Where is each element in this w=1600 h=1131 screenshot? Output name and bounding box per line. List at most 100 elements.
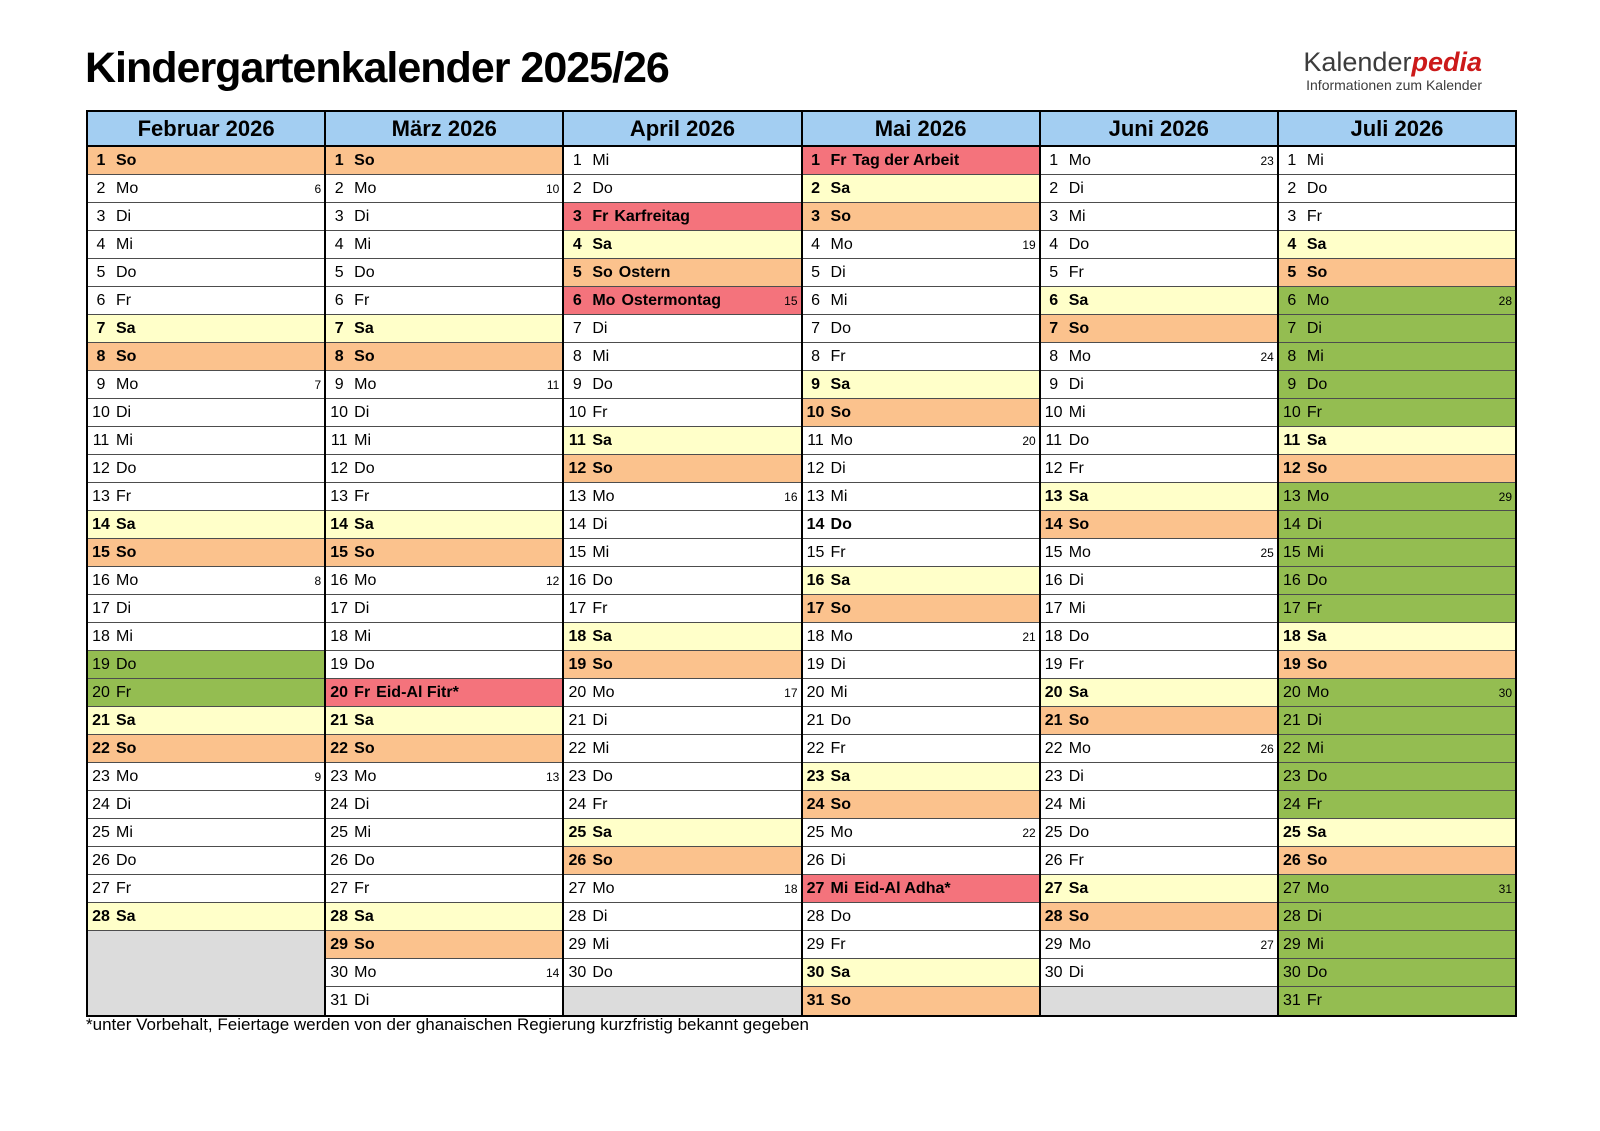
weekday-abbr: Fr bbox=[1306, 795, 1322, 813]
weekday-abbr: Di bbox=[830, 459, 846, 477]
day-cell-märz-25: 25 Mi bbox=[326, 819, 563, 847]
day-cell-mai-20: 20 Mi bbox=[802, 679, 1039, 707]
day-cell-februar-27: 27 Fr bbox=[88, 875, 325, 903]
weekday-abbr: Mi bbox=[830, 683, 848, 701]
day-number: 10 bbox=[330, 403, 349, 421]
day-cell-april-16: 16 Do bbox=[564, 567, 801, 595]
day-number: 22 bbox=[1282, 739, 1301, 757]
day-number: 7 bbox=[96, 319, 106, 337]
holiday-label: Karfreitag bbox=[614, 207, 690, 225]
weekday-abbr: Mi bbox=[1306, 151, 1324, 169]
day-cell-februar-8: 8 So bbox=[88, 343, 325, 371]
day-number: 17 bbox=[806, 599, 825, 617]
day-number: 28 bbox=[1044, 907, 1063, 925]
day-number: 4 bbox=[1049, 235, 1059, 253]
weekday-abbr: Do bbox=[1068, 431, 1090, 449]
day-cell-märz-8: 8 So bbox=[326, 343, 563, 371]
week-number: 14 bbox=[545, 965, 560, 980]
weekday-abbr: So bbox=[1068, 907, 1090, 925]
weekday-abbr: Mi bbox=[1068, 207, 1086, 225]
weekday-abbr: Di bbox=[354, 207, 370, 225]
day-number: 1 bbox=[1049, 151, 1059, 169]
weekday-abbr: Mo bbox=[116, 767, 139, 785]
weekday-abbr: Fr bbox=[592, 599, 608, 617]
weekday-abbr: Mi bbox=[830, 487, 848, 505]
week-number: 11 bbox=[546, 377, 560, 392]
weekday-abbr: Di bbox=[1068, 767, 1084, 785]
weekday-abbr: Fr bbox=[1306, 207, 1322, 225]
day-cell-juli-5: 5 So bbox=[1278, 259, 1516, 287]
day-number: 26 bbox=[330, 851, 349, 869]
holiday-footnote: *unter Vorbehalt, Feiertage werden von d… bbox=[86, 1015, 809, 1034]
weekday-abbr: So bbox=[116, 739, 137, 757]
weekday-abbr: Sa bbox=[1068, 879, 1089, 897]
day-cell-juni-10: 10 Mi bbox=[1040, 399, 1277, 427]
day-cell-märz-29: 29 So bbox=[326, 931, 563, 959]
weekday-abbr: Mo bbox=[1068, 935, 1091, 953]
weekday-abbr: Fr bbox=[1306, 599, 1322, 617]
weekday-abbr: Sa bbox=[830, 179, 851, 197]
holiday-label: Eid-Al Fitr* bbox=[376, 683, 459, 701]
logo-wordmark: Kalenderpedia bbox=[1303, 48, 1482, 76]
day-number: 5 bbox=[1049, 263, 1059, 281]
day-cell-juni-28: 28 So bbox=[1040, 903, 1277, 931]
day-number: 11 bbox=[1045, 431, 1062, 449]
holiday-label: Ostern bbox=[618, 263, 671, 281]
day-number: 21 bbox=[1282, 711, 1301, 729]
weekday-abbr: Fr bbox=[830, 935, 846, 953]
day-cell-juni-6: 6 Sa bbox=[1040, 287, 1277, 315]
day-cell-juli-11: 11 Sa bbox=[1278, 427, 1516, 455]
weekday-abbr: Do bbox=[1306, 963, 1328, 981]
day-cell-märz-12: 12 Do bbox=[326, 455, 563, 483]
day-cell-juli-24: 24 Fr bbox=[1278, 791, 1516, 819]
day-number: 22 bbox=[806, 739, 825, 757]
weekday-abbr: Di bbox=[830, 263, 846, 281]
weekday-abbr: So bbox=[354, 935, 375, 953]
week-number: 20 bbox=[1022, 433, 1036, 448]
day-number: 6 bbox=[96, 291, 106, 309]
holiday-label: Tag der Arbeit bbox=[852, 151, 960, 169]
weekday-abbr: Mo bbox=[1068, 543, 1091, 561]
day-cell-juli-2: 2 Do bbox=[1278, 175, 1516, 203]
weekday-abbr: So bbox=[354, 151, 375, 169]
day-number: 18 bbox=[568, 627, 587, 645]
month-column-juni: Juni 2026 1 Mo 23 2 Di 3 Mi 4 Do 5 Fr 6 Sa 7 So 8 Mo 24 9 Di… bbox=[1040, 112, 1279, 1015]
day-cell-märz-15: 15 So bbox=[326, 539, 563, 567]
day-cell-april-3: 3 Fr Karfreitag bbox=[564, 203, 801, 231]
day-number: 4 bbox=[811, 235, 820, 253]
week-number: 22 bbox=[1022, 825, 1036, 840]
day-number: 14 bbox=[568, 515, 587, 533]
weekday-abbr: Sa bbox=[116, 319, 136, 337]
day-number: 18 bbox=[1044, 627, 1063, 645]
day-cell-april-20: 20 Mo 17 bbox=[564, 679, 801, 707]
day-number: 18 bbox=[806, 627, 825, 645]
day-number: 12 bbox=[330, 459, 349, 477]
weekday-abbr: Mi bbox=[1306, 935, 1324, 953]
weekday-abbr: Mi bbox=[116, 235, 133, 253]
day-number: 24 bbox=[330, 795, 349, 813]
day-cell-april-15: 15 Mi bbox=[564, 539, 801, 567]
day-cell-juli-16: 16 Do bbox=[1278, 567, 1516, 595]
weekday-abbr: Mi bbox=[354, 431, 372, 449]
day-cell-februar-28: 28 Sa bbox=[88, 903, 325, 931]
day-cell-mai-3: 3 So bbox=[802, 203, 1039, 231]
weekday-abbr: Do bbox=[116, 851, 137, 869]
day-number: 16 bbox=[806, 571, 825, 589]
day-cell-mai-15: 15 Fr bbox=[802, 539, 1039, 567]
day-cell-mai-23: 23 Sa bbox=[802, 763, 1039, 791]
weekday-abbr: Mo bbox=[830, 823, 853, 841]
day-number: 17 bbox=[1044, 599, 1063, 617]
day-cell-juni-9: 9 Di bbox=[1040, 371, 1277, 399]
day-number: 9 bbox=[334, 375, 344, 393]
weekday-abbr: Fr bbox=[116, 487, 132, 505]
day-cell-mai-7: 7 Do bbox=[802, 315, 1039, 343]
day-number: 12 bbox=[806, 459, 825, 477]
weekday-abbr: Do bbox=[354, 655, 375, 673]
weekday-abbr: So bbox=[1306, 459, 1328, 477]
day-cell-juni-21: 21 So bbox=[1040, 707, 1277, 735]
day-number: 13 bbox=[92, 487, 110, 505]
day-cell-juni-18: 18 Do bbox=[1040, 623, 1277, 651]
day-cell-märz-7: 7 Sa bbox=[326, 315, 563, 343]
day-number: 8 bbox=[334, 347, 344, 365]
weekday-abbr: Sa bbox=[1068, 683, 1089, 701]
